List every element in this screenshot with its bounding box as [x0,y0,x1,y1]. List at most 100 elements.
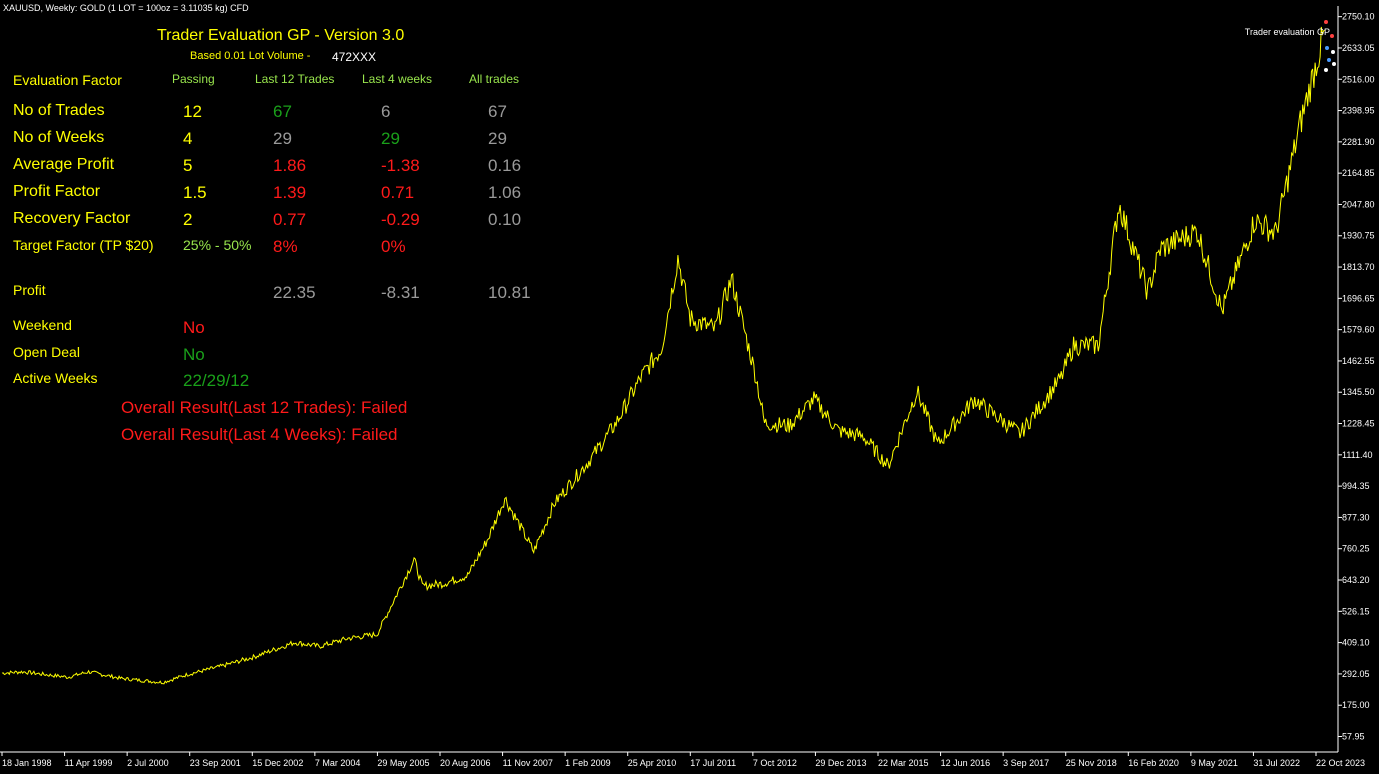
price-tick-label: 292.05 [1342,669,1370,679]
target-factor-last12: 8% [273,237,298,256]
time-tick-label: 15 Dec 2002 [252,758,303,768]
price-tick-label: 1345.50 [1342,387,1375,397]
open-deal-value: No [183,345,205,364]
target-factor-last4w: 0% [381,237,406,256]
time-tick-label: 18 Jan 1998 [2,758,52,768]
price-tick-label: 994.35 [1342,481,1370,491]
row-passing: 4 [183,129,193,148]
row-last4w: 6 [381,102,391,121]
row-all: 0.16 [488,156,522,175]
profit-all: 10.81 [488,283,531,302]
header-all-trades: All trades [469,72,520,86]
row-passing: 1.5 [183,183,207,202]
price-tick-label: 1111.40 [1342,450,1373,460]
price-axis: 2750.10 2633.05 2516.00 2398.95 2281.90 2164.… [1338,12,1375,742]
header-last-4-weeks: Last 4 weeks [362,72,433,86]
time-tick-label: 22 Oct 2023 [1316,758,1365,768]
header-last-12-trades: Last 12 Trades [255,72,335,86]
price-tick-label: 2164.85 [1342,168,1375,178]
row-all: 1.06 [488,183,522,202]
trade-marker [1325,46,1329,50]
price-tick-label: 1462.55 [1342,356,1375,366]
active-weeks-value: 22/29/12 [183,371,250,390]
row-label: No of Weeks [13,129,105,146]
row-passing: 12 [183,102,202,121]
time-tick-label: 11 Apr 1999 [65,758,113,768]
trade-marker [1324,20,1328,24]
weekend-label: Weekend [13,317,72,333]
price-tick-label: 2281.90 [1342,137,1375,147]
price-tick-label: 877.30 [1342,512,1370,522]
row-all: 29 [488,129,507,148]
price-tick-label: 1930.75 [1342,231,1375,241]
trade-markers [1324,20,1336,72]
price-tick-label: 526.15 [1342,606,1370,616]
row-label: Recovery Factor [13,210,131,227]
profit-last12: 22.35 [273,283,316,302]
price-tick-label: 409.10 [1342,638,1370,648]
row-last4w: -0.29 [381,210,420,229]
account-number: 472XXX [332,50,377,64]
time-tick-label: 7 Oct 2012 [753,758,797,768]
overall-result-weeks: Overall Result(Last 4 Weeks): Failed [121,425,398,444]
time-tick-label: 16 Feb 2020 [1128,758,1179,768]
row-last4w: 0.71 [381,183,415,202]
price-tick-label: 2047.80 [1342,199,1375,209]
profit-last4w: -8.31 [381,283,420,302]
indicator-label: Trader evaluation GP [1244,27,1330,37]
header-passing: Passing [172,72,215,86]
time-tick-label: 12 Jun 2016 [941,758,991,768]
time-axis: 18 Jan 1998 11 Apr 1999 2 Jul 2000 23 Sep 2… [1,752,1365,768]
header-evaluation-factor: Evaluation Factor [13,72,122,88]
price-tick-label: 57.95 [1342,732,1365,742]
row-last12: 1.39 [273,183,307,202]
row-label: Profit Factor [13,183,101,200]
time-tick-label: 23 Sep 2001 [190,758,241,768]
row-last12: 0.77 [273,210,307,229]
time-tick-label: 2 Jul 2000 [127,758,169,768]
price-tick-label: 1579.60 [1342,325,1375,335]
time-tick-label: 1 Feb 2009 [565,758,611,768]
price-series-line [1,26,1326,685]
price-tick-label: 760.25 [1342,544,1370,554]
row-last12: 29 [273,129,292,148]
price-tick-label: 1696.65 [1342,293,1375,303]
price-tick-label: 1228.45 [1342,419,1375,429]
open-deal-label: Open Deal [13,344,80,360]
row-all: 67 [488,102,507,121]
price-tick-label: 2750.10 [1342,12,1375,22]
symbol-caption: XAUUSD, Weekly: GOLD (1 LOT = 100oz = 3.… [3,3,249,13]
target-factor-label: Target Factor (TP $20) [13,237,154,253]
row-all: 0.10 [488,210,522,229]
row-label: Average Profit [13,156,115,173]
time-tick-label: 11 Nov 2007 [503,758,553,768]
time-tick-label: 9 May 2021 [1191,758,1238,768]
time-tick-label: 3 Sep 2017 [1003,758,1049,768]
trade-marker [1332,62,1336,66]
weekend-value: No [183,318,205,337]
row-passing: 5 [183,156,193,175]
time-tick-label: 29 Dec 2013 [815,758,866,768]
time-tick-label: 20 Aug 2006 [440,758,491,768]
trade-marker [1324,68,1328,72]
price-tick-label: 1813.70 [1342,262,1375,272]
target-factor-passing: 25% - 50% [183,237,252,253]
time-tick-label: 25 Nov 2018 [1066,758,1117,768]
time-tick-label: 25 Apr 2010 [628,758,677,768]
profit-label: Profit [13,282,46,298]
trade-marker [1330,34,1334,38]
row-last12: 1.86 [273,156,307,175]
row-passing: 2 [183,210,193,229]
price-tick-label: 2398.95 [1342,106,1375,116]
panel-title: Trader Evaluation GP - Version 3.0 [157,27,405,44]
row-last4w: -1.38 [381,156,420,175]
active-weeks-label: Active Weeks [13,370,98,386]
overall-result-trades: Overall Result(Last 12 Trades): Failed [121,398,408,417]
price-tick-label: 2516.00 [1342,74,1375,84]
trade-marker [1327,58,1331,62]
time-tick-label: 22 Mar 2015 [878,758,929,768]
trade-marker [1331,50,1335,54]
time-tick-label: 31 Jul 2022 [1253,758,1300,768]
